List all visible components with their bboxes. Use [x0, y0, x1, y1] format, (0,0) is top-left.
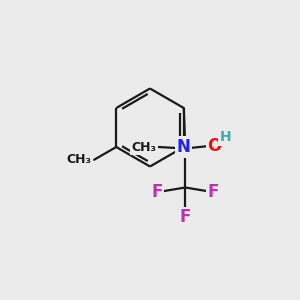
- Text: F: F: [180, 208, 191, 226]
- Text: H: H: [219, 130, 231, 144]
- Text: CH₃: CH₃: [132, 140, 157, 154]
- Text: O: O: [207, 136, 221, 154]
- Text: CH₃: CH₃: [67, 153, 92, 166]
- Text: F: F: [152, 183, 163, 201]
- Text: N: N: [177, 138, 191, 156]
- Text: F: F: [208, 183, 219, 201]
